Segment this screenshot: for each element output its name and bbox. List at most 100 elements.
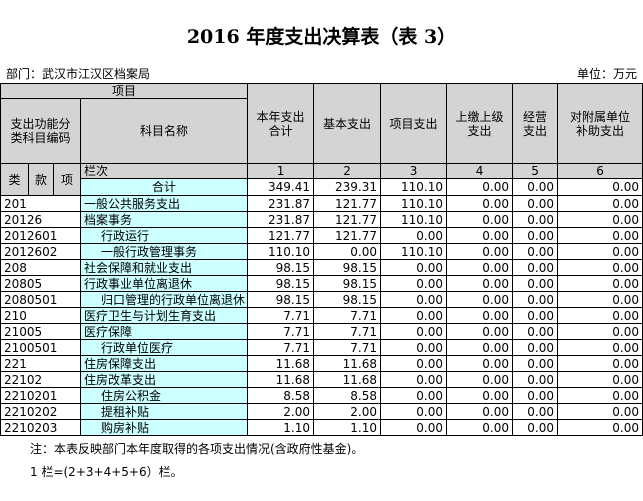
- value-cell: 0.00: [557, 339, 643, 356]
- code-cell: 20805: [0, 275, 81, 292]
- value-cell: 0.00: [512, 419, 559, 436]
- value-cell: 231.87: [247, 195, 315, 212]
- value-cell: 110.10: [380, 211, 448, 228]
- value-cell: 0.00: [380, 387, 448, 404]
- name-cell: 住房改革支出: [79, 371, 249, 388]
- value-cell: 0.00: [557, 195, 643, 212]
- value-cell: 0.00: [557, 211, 643, 228]
- value-cell: 0.00: [380, 275, 448, 292]
- value-cell: 0.00: [512, 371, 559, 388]
- code-cell: 210: [0, 307, 81, 324]
- header-cell: 栏次: [79, 163, 249, 179]
- value-cell: 121.77: [313, 227, 382, 244]
- value-cell: 0.00: [512, 211, 559, 228]
- value-cell: 0.00: [380, 307, 448, 324]
- value-cell: 0.00: [557, 355, 643, 372]
- name-cell: 行政单位医疗: [79, 339, 249, 356]
- value-cell: 0.00: [380, 227, 448, 244]
- name-cell: 社会保障和就业支出: [79, 259, 249, 276]
- value-cell: 0.00: [512, 355, 559, 372]
- code-cell: 201: [0, 195, 81, 212]
- name-cell: 提租补贴: [79, 403, 249, 420]
- expenditure-table: 项目 本年支出 合计 基本支出 项目支出 上缴上级 支出 经营 支出 对附属单位 补助支出支…: [0, 83, 643, 436]
- value-cell: 0.00: [446, 323, 514, 340]
- value-cell: 7.71: [247, 323, 315, 340]
- value-cell: 2.00: [247, 403, 315, 420]
- value-cell: 0.00: [512, 403, 559, 420]
- value-cell: 0.00: [512, 243, 559, 260]
- value-cell: 0.00: [446, 259, 514, 276]
- table-row: 20805 行政事业单位离退休 98.15 98.15 0.00 0.00 0.00 0.00: [0, 275, 643, 292]
- header-cell: 项目: [0, 83, 249, 99]
- table-row: 208 社会保障和就业支出 98.15 98.15 0.00 0.00 0.00 0.00: [0, 259, 643, 276]
- value-cell: 0.00: [446, 403, 514, 420]
- value-cell: 0.00: [380, 371, 448, 388]
- header-cell: 2: [313, 163, 382, 179]
- header-cell: 项: [53, 163, 81, 196]
- value-cell: 0.00: [557, 275, 643, 292]
- value-cell: 0.00: [380, 259, 448, 276]
- value-cell: 0.00: [512, 387, 559, 404]
- value-cell: 1.10: [313, 419, 382, 436]
- value-cell: 11.68: [313, 355, 382, 372]
- value-cell: 110.10: [380, 195, 448, 212]
- value-cell: 7.71: [313, 323, 382, 340]
- table-row: 2210201 住房公积金 8.58 8.58 0.00 0.00 0.00 0.00: [0, 387, 643, 404]
- value-cell: 0.00: [446, 275, 514, 292]
- table-row: 2210202 提租补贴 2.00 2.00 0.00 0.00 0.00 0.00: [0, 403, 643, 420]
- value-cell: 0.00: [380, 323, 448, 340]
- table-row: 20126 档案事务 231.87 121.77 110.10 0.00 0.00 0.00: [0, 211, 643, 228]
- value-cell: 0.00: [557, 243, 643, 260]
- table-row: 22102 住房改革支出 11.68 11.68 0.00 0.00 0.00 0.00: [0, 371, 643, 388]
- value-cell: 0.00: [557, 291, 643, 308]
- header-cell: 对附属单位 补助支出: [557, 83, 643, 164]
- name-cell: 归口管理的行政单位离退休: [79, 291, 249, 308]
- value-cell: 0.00: [446, 419, 514, 436]
- total-cell: 239.31: [313, 178, 382, 196]
- department: 部门：武汉市江汉区档案局: [6, 67, 151, 81]
- value-cell: 7.71: [313, 339, 382, 356]
- header-cell: 款: [28, 163, 54, 196]
- value-cell: 110.10: [380, 243, 448, 260]
- name-cell: 医疗卫生与计划生育支出: [79, 307, 249, 324]
- value-cell: 0.00: [512, 307, 559, 324]
- code-cell: 2100501: [0, 339, 81, 356]
- value-cell: 0.00: [557, 387, 643, 404]
- code-cell: 221: [0, 355, 81, 372]
- value-cell: 0.00: [446, 307, 514, 324]
- total-cell: 0.00: [557, 178, 643, 196]
- table-row: 201 一般公共服务支出 231.87 121.77 110.10 0.00 0.00 0.0…: [0, 195, 643, 212]
- value-cell: 0.00: [380, 419, 448, 436]
- table-row: 项目 本年支出 合计 基本支出 项目支出 上缴上级 支出 经营 支出 对附属单位 补助支出: [0, 83, 643, 164]
- value-cell: 98.15: [247, 291, 315, 308]
- value-cell: 0.00: [446, 195, 514, 212]
- table-row: 类款项栏次 1 2 3 4 5 6: [0, 163, 643, 196]
- name-cell: 购房补贴: [79, 419, 249, 436]
- code-cell: 208: [0, 259, 81, 276]
- code-cell: 20126: [0, 211, 81, 228]
- code-cell: 2012601: [0, 227, 81, 244]
- value-cell: 0.00: [557, 307, 643, 324]
- value-cell: 0.00: [512, 259, 559, 276]
- code-cell: 2012602: [0, 243, 81, 260]
- value-cell: 0.00: [446, 211, 514, 228]
- value-cell: 0.00: [512, 275, 559, 292]
- code-cell: 2210203: [0, 419, 81, 436]
- value-cell: 0.00: [557, 371, 643, 388]
- value-cell: 0.00: [446, 227, 514, 244]
- table-row: 2012602 一般行政管理事务 110.10 0.00 110.10 0.00 0.00 0…: [0, 243, 643, 260]
- value-cell: 0.00: [512, 195, 559, 212]
- name-cell: 住房公积金: [79, 387, 249, 404]
- table-row: 2012601 行政运行 121.77 121.77 0.00 0.00 0.00 0.00: [0, 227, 643, 244]
- value-cell: 0.00: [380, 403, 448, 420]
- table-row: 21005 医疗保障 7.71 7.71 0.00 0.00 0.00 0.00: [0, 323, 643, 340]
- header-cell: 科目名称: [79, 98, 249, 164]
- value-cell: 0.00: [446, 291, 514, 308]
- name-cell: 档案事务: [79, 211, 249, 228]
- header-cell: 上缴上级 支出: [446, 83, 514, 164]
- value-cell: 231.87: [247, 211, 315, 228]
- code-cell: 2210201: [0, 387, 81, 404]
- header-cell: 5: [512, 163, 559, 179]
- header-cell: 经营 支出: [512, 83, 559, 164]
- title: 2016 年度支出决算表（表 3）: [186, 26, 457, 48]
